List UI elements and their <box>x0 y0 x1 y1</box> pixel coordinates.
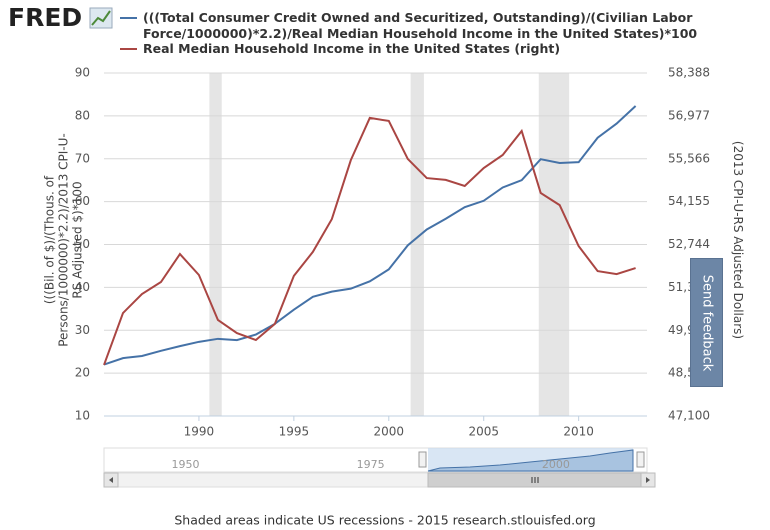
x-tick-label: 1995 <box>279 425 310 439</box>
y-tick-label: 70 <box>75 151 90 165</box>
y-tick-label: 20 <box>75 366 90 380</box>
legend-entry: (((Total Consumer Credit Owned and Secur… <box>143 10 698 41</box>
feedback-label: Send feedback <box>699 274 714 371</box>
navigator-tick-label: 1950 <box>171 458 199 471</box>
y-tick-label: 40 <box>75 280 90 294</box>
plot: 10203040506070809047,10048,51149,92251,3… <box>75 66 710 439</box>
y2-tick-label: 56,977 <box>668 108 710 122</box>
y2-tick-label: 52,744 <box>668 237 710 251</box>
x-tick-label: 2000 <box>374 425 405 439</box>
series-line <box>103 105 637 366</box>
y-tick-label: 50 <box>75 237 90 251</box>
x-tick-label: 1990 <box>184 425 215 439</box>
legend-entry: Real Median Household Income in the Unit… <box>143 41 561 56</box>
x-tick-label: 2005 <box>468 425 499 439</box>
y2-tick-label: 47,100 <box>668 409 710 423</box>
y-axis-label: (((Bil. of $)/(Thous. of Persons/1000000… <box>42 133 85 347</box>
navigator-tick-label: 2000 <box>542 458 570 471</box>
y-tick-label: 10 <box>75 409 90 423</box>
y2-tick-label: 58,388 <box>668 66 710 80</box>
series-line <box>103 116 636 366</box>
navigator <box>103 447 656 488</box>
y-tick-label: 90 <box>75 66 90 80</box>
logo-icon <box>89 7 113 29</box>
logo: FRED <box>8 3 82 32</box>
y-tick-label: 60 <box>75 194 90 208</box>
y-tick-label: 80 <box>75 108 90 122</box>
navigator-tick-label: 1975 <box>357 458 385 471</box>
feedback-button[interactable]: Send feedback <box>690 258 723 387</box>
y-tick-label: 30 <box>75 323 90 337</box>
footer-note: Shaded areas indicate US recessions - 20… <box>174 513 595 528</box>
y2-tick-label: 54,155 <box>668 194 710 208</box>
x-tick-label: 2010 <box>563 425 594 439</box>
y2-axis-label: (2013 CPI-U-RS Adjusted Dollars) <box>731 140 745 340</box>
y2-tick-label: 55,566 <box>668 151 710 165</box>
